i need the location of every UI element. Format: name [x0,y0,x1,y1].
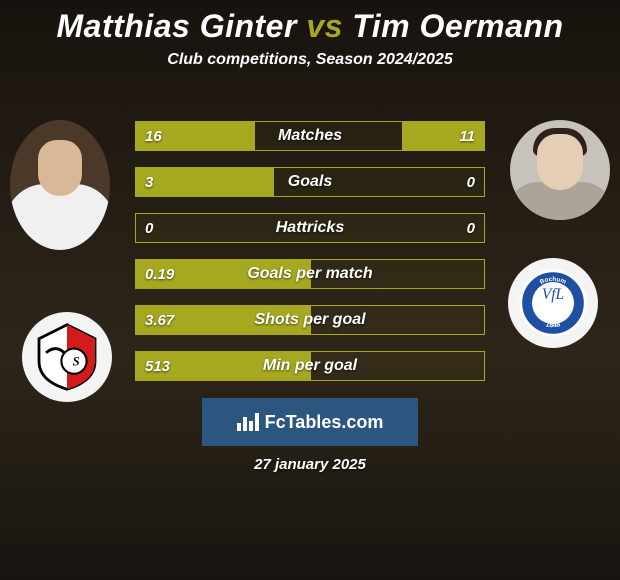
player1-portrait [10,120,110,250]
subtitle: Club competitions, Season 2024/2025 [0,51,620,69]
svg-text:VfL: VfL [542,286,564,303]
bar-fill-left [135,259,311,289]
chart-icon [237,413,259,431]
bochum-crest-icon: VfL Bochum 1848 [518,268,588,338]
club-badge-right: VfL Bochum 1848 [508,258,598,348]
freiburg-crest-icon: S [32,322,102,392]
date-text: 27 january 2025 [0,456,620,473]
stat-row: 30Goals [134,166,486,198]
bar-fill-left [135,351,311,381]
bar-fill-left [135,305,311,335]
player2-portrait [510,120,610,220]
player1-head [38,140,82,196]
stat-row: 0.19Goals per match [134,258,486,290]
stat-bars: 1611Matches 30Goals 00Hattricks 0.19Goals p… [134,120,486,396]
svg-text:S: S [73,354,80,368]
footer-attribution: FcTables.com [202,398,418,446]
player2-name: Tim Oermann [352,8,563,44]
content: Matthias Ginter vs Tim Oermann Club comp… [0,0,620,580]
bar-fill-right [402,121,485,151]
bar-fill-left [135,167,274,197]
stat-row: 1611Matches [134,120,486,152]
comparison-card: Matthias Ginter vs Tim Oermann Club comp… [0,0,620,580]
bar-fill-left [135,121,255,151]
footer-site: FcTables.com [265,412,384,433]
stat-row: 3.67Shots per goal [134,304,486,336]
player2-head [537,134,583,190]
club-badge-left: S [22,312,112,402]
player1-name: Matthias Ginter [57,8,297,44]
bar-track [135,213,485,243]
vs-separator: vs [306,8,343,44]
stat-row: 00Hattricks [134,212,486,244]
page-title: Matthias Ginter vs Tim Oermann [0,8,620,45]
stat-row: 513Min per goal [134,350,486,382]
